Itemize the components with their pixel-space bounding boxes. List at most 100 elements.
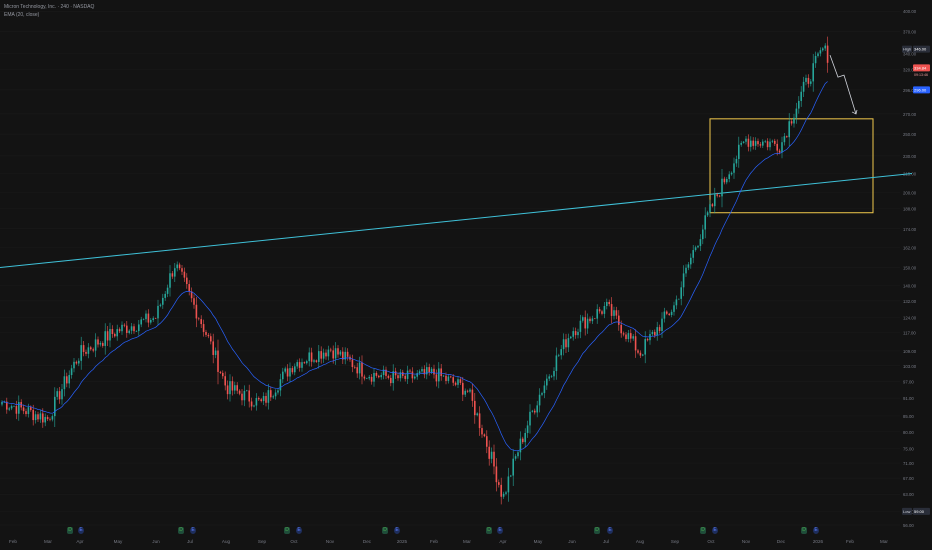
earnings-marker[interactable]: E [78, 527, 84, 534]
candle-body [824, 45, 826, 49]
candle-body [764, 141, 766, 142]
x-tick-label: 2025 [397, 539, 408, 544]
candle-body [385, 369, 387, 376]
candle-body [351, 359, 354, 368]
candle-body [817, 53, 819, 56]
candle-body [205, 331, 207, 335]
y-tick-label: 296.00 [903, 88, 917, 93]
dividend-marker[interactable]: D [801, 527, 807, 534]
candle-body [44, 417, 46, 423]
candle-body [109, 328, 111, 341]
candle-body [678, 298, 680, 300]
dividend-marker[interactable]: D [700, 527, 706, 534]
candle-body [234, 385, 236, 391]
candle-body [85, 351, 87, 354]
dividend-marker[interactable]: D [382, 527, 388, 534]
candle-body [742, 141, 745, 143]
candle-body [6, 401, 8, 410]
earnings-marker[interactable]: E [296, 527, 302, 534]
candle-body [502, 493, 505, 497]
candle-body [392, 371, 394, 384]
candle-body [78, 360, 80, 364]
y-tick-label: 91.00 [903, 396, 914, 401]
earnings-marker[interactable]: E [497, 527, 503, 534]
candle-body [812, 63, 814, 82]
candle-body [776, 143, 778, 151]
earnings-marker[interactable]: E [712, 527, 718, 534]
candle-body [548, 376, 550, 379]
candle-body [277, 390, 279, 393]
x-tick-label: Jul [187, 539, 193, 544]
candle-body [733, 163, 735, 173]
candle-body [171, 273, 174, 277]
candle-body [562, 339, 565, 350]
candle-body [651, 331, 654, 335]
candle-body [402, 372, 404, 376]
candle-body [699, 239, 702, 246]
candle-body [596, 309, 598, 319]
candle-body [654, 331, 656, 336]
candle-body [728, 174, 730, 179]
earnings-marker[interactable]: E [190, 527, 196, 534]
earnings-marker[interactable]: E [813, 527, 819, 534]
candle-body [188, 284, 190, 292]
candle-body [589, 318, 591, 322]
candle-body [174, 268, 176, 277]
candle-body [73, 361, 75, 369]
candle-body [274, 392, 277, 397]
candle-body [546, 378, 548, 386]
candle-body [30, 407, 32, 410]
earnings-marker[interactable]: E [394, 527, 400, 534]
candle-body [22, 407, 25, 412]
candle-body [111, 328, 114, 334]
candle-body [248, 390, 250, 402]
candle-body [694, 247, 697, 251]
candle-body [687, 264, 690, 268]
candle-body [670, 311, 673, 315]
candle-body [18, 402, 20, 414]
candle-body [495, 466, 498, 483]
candle-body [63, 376, 66, 390]
candle-body [514, 456, 517, 459]
candle-body [224, 376, 226, 386]
y-tick-label: 340.00 [903, 52, 917, 57]
candle-body [267, 390, 270, 403]
candle-body [34, 414, 37, 421]
candle-body [294, 366, 296, 373]
x-tick-label: Dec [363, 539, 372, 544]
dividend-marker[interactable]: D [486, 527, 492, 534]
candle-body [740, 142, 742, 145]
candle-body [534, 410, 536, 413]
candle-body [150, 319, 152, 323]
candle-body [99, 343, 102, 345]
candle-body [126, 325, 128, 333]
chart-legend: Micron Technology, Inc. · 240 · NASDAQ E… [4, 3, 94, 19]
dividend-marker[interactable]: D [67, 527, 73, 534]
high-badge-tag: High [903, 47, 911, 52]
candle-body [162, 297, 164, 305]
candle-body [164, 293, 166, 298]
earnings-marker[interactable]: E [607, 527, 613, 534]
dividend-marker[interactable]: D [594, 527, 600, 534]
dividend-marker[interactable]: D [284, 527, 290, 534]
projection-arrow [829, 55, 857, 115]
candle-body [774, 140, 776, 144]
candle-body [303, 362, 306, 364]
candle-body [49, 419, 51, 420]
candle-body [82, 345, 85, 352]
candle-body [27, 407, 30, 415]
candle-body [94, 339, 97, 351]
dividend-marker[interactable]: D [178, 527, 184, 534]
candle-body [745, 138, 747, 142]
candle-body [447, 376, 450, 381]
symbol-title[interactable]: Micron Technology, Inc. · 240 · NASDAQ [4, 4, 95, 10]
candle-body [543, 385, 546, 394]
y-tick-label: 71.00 [903, 461, 914, 466]
candle-body [390, 377, 392, 384]
candle-body [810, 81, 812, 84]
ema-indicator-label[interactable]: EMA (20, close) [4, 12, 40, 18]
candle-body [430, 368, 433, 373]
candle-body [553, 370, 555, 377]
ema-badge-value: 296.00 [914, 87, 927, 92]
